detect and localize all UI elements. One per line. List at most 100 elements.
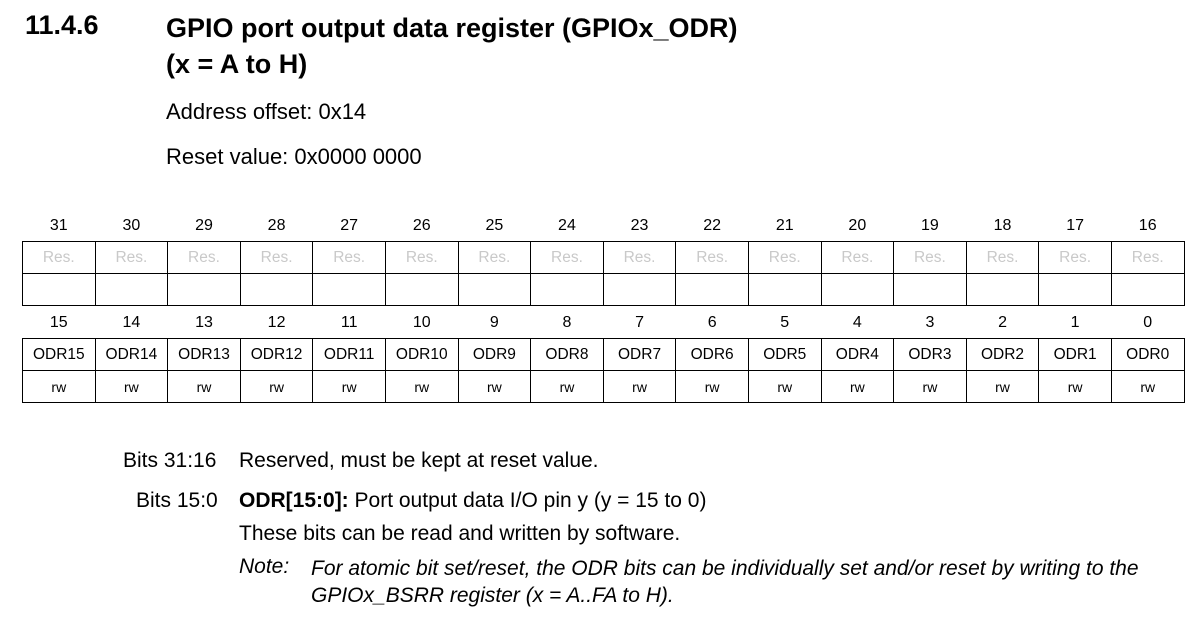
access-type: rw	[457, 370, 532, 403]
access-type: rw	[312, 370, 386, 403]
reserved-field: Res.	[457, 241, 532, 274]
bit-number: 20	[848, 217, 867, 234]
access-type: rw	[1110, 370, 1185, 403]
bits-15-0-field-name: ODR[15:0]:	[239, 489, 349, 512]
reserved-field: Res.	[820, 241, 895, 274]
access-type: rw	[167, 370, 241, 403]
section-title-line2: (x = A to H)	[166, 49, 308, 79]
access-type: rw	[94, 370, 169, 403]
bits-31-16-description: Reserved, must be kept at reset value.	[239, 449, 599, 472]
reserved-field: Res.	[22, 241, 96, 274]
reserved-field: Res.	[1110, 241, 1185, 274]
empty-access-cell	[675, 273, 749, 306]
empty-access-cell	[820, 273, 895, 306]
odr-field: ODR7	[602, 338, 677, 371]
odr-field: ODR14	[94, 338, 169, 371]
odr-field: ODR13	[167, 338, 241, 371]
reserved-field: Res.	[167, 241, 241, 274]
empty-access-cell	[747, 273, 822, 306]
access-type: rw	[384, 370, 459, 403]
lower-bit-numbers-row: 15 14 13 12 11 10 9 8 7 6 5 4 3 2 1 0	[23, 308, 1185, 339]
bit-number: 11	[340, 314, 358, 331]
bits-15-0-label: Bits 15:0	[136, 489, 218, 512]
empty-access-cell	[312, 273, 386, 306]
bit-number: 8	[562, 314, 572, 331]
odr-field: ODR9	[457, 338, 532, 371]
bit-number: 29	[195, 217, 213, 234]
empty-access-cell	[1110, 273, 1185, 306]
empty-access-cell	[384, 273, 459, 306]
upper-access-row	[22, 273, 1185, 306]
reserved-field: Res.	[747, 241, 822, 274]
section-number: 11.4.6	[25, 10, 99, 40]
empty-access-cell	[167, 273, 241, 306]
bit-number: 15	[49, 314, 68, 331]
note-text: For atomic bit set/reset, the ODR bits c…	[311, 557, 1139, 607]
bits-15-0-description: ODR[15:0]: Port output data I/O pin y (y…	[239, 489, 706, 513]
access-type: rw	[530, 370, 604, 403]
section-title: GPIO port output data register (GPIOx_OD…	[166, 10, 738, 82]
bit-number: 9	[489, 314, 499, 331]
bit-number: 6	[707, 314, 717, 331]
bit-number: 26	[412, 217, 431, 234]
bits-31-16-label: Bits 31:16	[123, 449, 217, 472]
empty-access-cell	[965, 273, 1040, 306]
lower-access-row: rw rw rw rw rw rw rw rw rw rw rw rw rw rw rw rw	[22, 370, 1185, 403]
odr-field: ODR12	[239, 338, 314, 371]
bit-number: 1	[1070, 314, 1080, 331]
reserved-field: Res.	[893, 241, 967, 274]
odr-field: ODR15	[22, 338, 96, 371]
empty-access-cell	[239, 273, 314, 306]
reserved-field: Res.	[602, 241, 677, 274]
bit-number: 17	[1066, 217, 1084, 234]
empty-access-cell	[530, 273, 604, 306]
note-label: Note:	[239, 555, 290, 578]
bit-number: 19	[921, 217, 939, 234]
empty-access-cell	[94, 273, 169, 306]
odr-field: ODR4	[820, 338, 895, 371]
odr-field: ODR0	[1110, 338, 1185, 371]
odr-field: ODR3	[893, 338, 967, 371]
bit-number: 10	[412, 314, 431, 331]
bit-number: 31	[49, 217, 68, 234]
bit-number: 25	[485, 217, 504, 234]
access-type: rw	[1038, 370, 1112, 403]
bit-number: 23	[630, 217, 649, 234]
bit-number: 2	[998, 314, 1007, 331]
reset-value: Reset value: 0x0000 0000	[166, 144, 422, 169]
empty-access-cell	[457, 273, 532, 306]
bit-number: 28	[267, 217, 286, 234]
lower-fields-row: ODR15 ODR14 ODR13 ODR12 ODR11 ODR10 ODR9 ODR8 OD…	[22, 338, 1185, 371]
reserved-field: Res.	[965, 241, 1040, 274]
odr-field: ODR2	[965, 338, 1040, 371]
empty-access-cell	[1038, 273, 1112, 306]
access-type: rw	[747, 370, 822, 403]
bit-number: 27	[340, 217, 359, 234]
bits-15-0-detail: These bits can be read and written by so…	[239, 522, 681, 545]
odr-field: ODR11	[312, 338, 386, 371]
reserved-field: Res.	[312, 241, 386, 274]
odr-field: ODR1	[1038, 338, 1112, 371]
bit-number: 16	[1138, 217, 1157, 234]
bits-15-0-text: Port output data I/O pin y (y = 15 to 0)	[348, 489, 707, 512]
access-type: rw	[675, 370, 749, 403]
bit-number: 7	[635, 314, 644, 331]
reserved-field: Res.	[675, 241, 749, 274]
section-title-line1: GPIO port output data register (GPIOx_OD…	[166, 13, 738, 43]
register-upper-table: 31 30 29 28 27 26 25 24 23 22 21 20 19 18 17 16 Res. Res…	[22, 211, 1185, 306]
access-type: rw	[965, 370, 1040, 403]
bit-number: 22	[703, 217, 722, 234]
access-type: rw	[239, 370, 314, 403]
empty-access-cell	[893, 273, 967, 306]
reserved-field: Res.	[94, 241, 169, 274]
bit-number: 24	[558, 217, 576, 234]
address-offset: Address offset: 0x14	[166, 99, 367, 124]
bit-number: 14	[122, 314, 141, 331]
reserved-field: Res.	[384, 241, 459, 274]
bit-number: 0	[1143, 314, 1153, 331]
bit-number: 3	[925, 314, 935, 331]
empty-access-cell	[602, 273, 677, 306]
odr-field: ODR6	[675, 338, 749, 371]
reserved-field: Res.	[239, 241, 314, 274]
access-type: rw	[22, 370, 96, 403]
